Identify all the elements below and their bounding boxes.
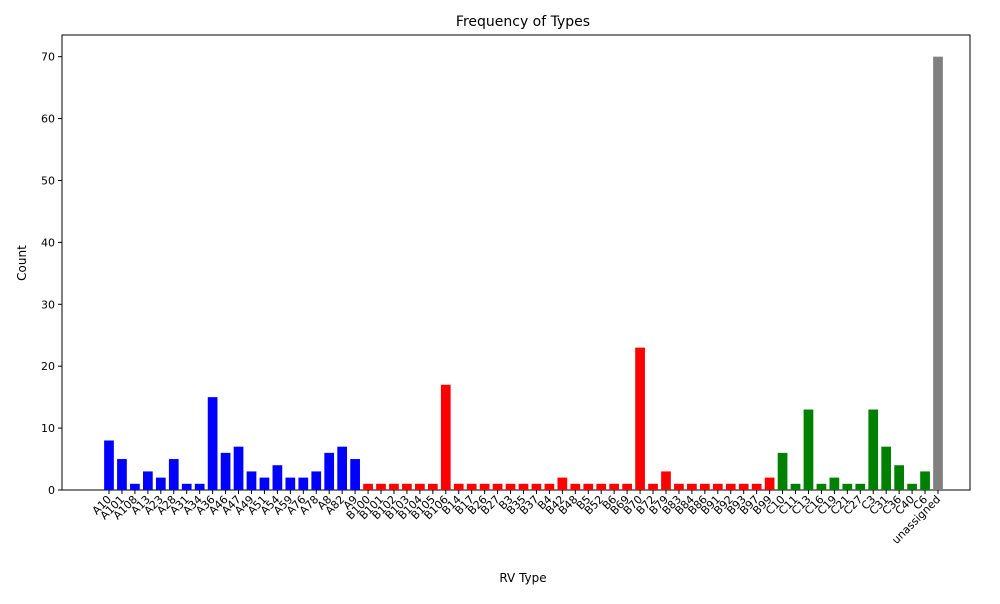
plot-frame bbox=[61, 34, 971, 491]
bar bbox=[168, 459, 179, 490]
bar bbox=[104, 440, 114, 490]
y-tick-label: 10 bbox=[41, 422, 55, 435]
bar bbox=[246, 471, 257, 490]
bar bbox=[324, 452, 335, 490]
bar bbox=[402, 483, 412, 490]
bar bbox=[259, 477, 270, 490]
y-tick-label: 50 bbox=[41, 174, 55, 187]
bar bbox=[220, 452, 231, 490]
y-axis-label: Count bbox=[15, 245, 29, 281]
bar bbox=[648, 483, 658, 490]
y-tick-label: 60 bbox=[41, 113, 55, 126]
bar bbox=[777, 452, 788, 490]
bar bbox=[376, 483, 386, 490]
bar bbox=[881, 446, 892, 490]
bar bbox=[674, 483, 684, 490]
bar bbox=[868, 409, 879, 490]
bar bbox=[829, 477, 840, 490]
bar bbox=[298, 477, 309, 490]
bar bbox=[544, 483, 555, 490]
bar bbox=[803, 409, 814, 490]
bar bbox=[920, 471, 930, 490]
bar bbox=[557, 477, 568, 490]
bar bbox=[453, 483, 464, 490]
bar bbox=[933, 56, 943, 491]
bar bbox=[143, 471, 153, 490]
bar bbox=[427, 483, 438, 490]
y-tick-label: 20 bbox=[41, 360, 55, 373]
bar bbox=[337, 446, 348, 490]
bar bbox=[609, 483, 620, 490]
bar bbox=[570, 483, 581, 490]
bar bbox=[738, 483, 749, 490]
bar bbox=[764, 477, 775, 490]
chart-title: Frequency of Types bbox=[456, 14, 590, 30]
bar bbox=[816, 483, 827, 490]
bar bbox=[751, 483, 762, 490]
bar bbox=[622, 483, 632, 490]
bar bbox=[894, 465, 904, 490]
bar bbox=[855, 483, 866, 490]
bar bbox=[725, 483, 736, 490]
bar bbox=[233, 446, 244, 490]
bar bbox=[207, 397, 218, 490]
y-tick-label: 70 bbox=[41, 51, 55, 64]
bar bbox=[389, 483, 399, 490]
y-tick-label: 40 bbox=[41, 236, 55, 249]
bar bbox=[440, 384, 451, 490]
x-axis-label: RV Type bbox=[499, 571, 546, 585]
bar bbox=[155, 477, 166, 490]
y-tick-label: 0 bbox=[48, 484, 55, 497]
bar bbox=[130, 483, 140, 490]
bar bbox=[790, 483, 801, 490]
bar bbox=[712, 483, 723, 490]
y-tick-label: 30 bbox=[41, 298, 55, 311]
bar bbox=[415, 483, 425, 490]
bar bbox=[531, 483, 542, 490]
bar bbox=[842, 483, 853, 490]
bar bbox=[583, 483, 594, 490]
bar bbox=[661, 471, 671, 490]
bar bbox=[363, 483, 373, 490]
bar bbox=[285, 477, 296, 490]
bar bbox=[181, 483, 192, 490]
bar bbox=[350, 459, 360, 490]
bar bbox=[492, 483, 503, 490]
bar bbox=[479, 483, 490, 490]
bar bbox=[518, 483, 529, 490]
bar bbox=[505, 483, 516, 490]
bar bbox=[194, 483, 205, 490]
bar bbox=[272, 465, 283, 490]
bar bbox=[311, 471, 322, 490]
bar bbox=[117, 459, 127, 490]
bar bbox=[687, 483, 697, 490]
bar bbox=[635, 347, 645, 490]
bar bbox=[907, 483, 917, 490]
bar bbox=[596, 483, 607, 490]
bar bbox=[699, 483, 710, 490]
bar bbox=[466, 483, 477, 490]
